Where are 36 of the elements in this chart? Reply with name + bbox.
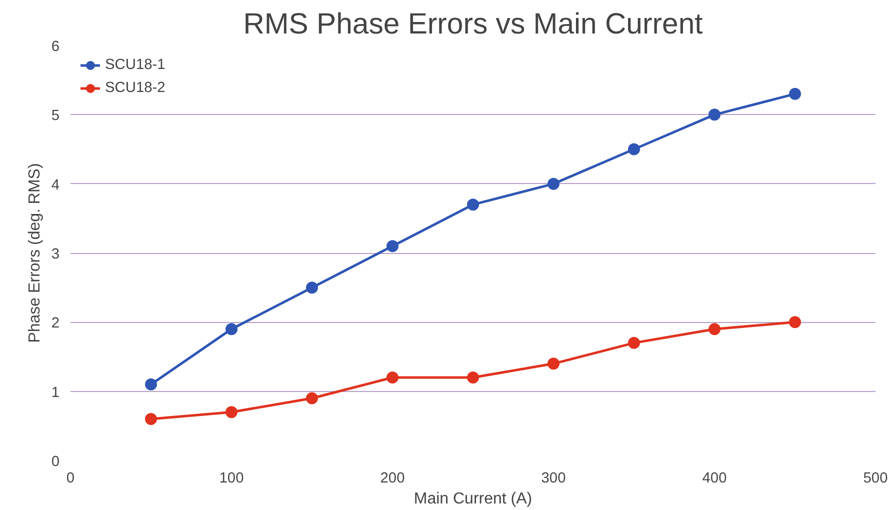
x-tick-label: 400 [702,470,727,486]
point [226,323,238,336]
x-axis-title: Main Current (A) [414,490,532,508]
y-tick-label: 0 [51,454,60,470]
y-tick-label: 3 [51,246,60,262]
point [548,178,560,190]
y-tick-label: 1 [51,384,60,401]
point [708,323,720,336]
legend-label: SCU18-1 [105,57,166,73]
point [789,88,801,100]
point [708,108,720,121]
point [467,198,479,211]
x-tick-label: 300 [541,470,566,486]
point [145,413,157,425]
point [628,143,640,156]
point [386,240,398,252]
y-tick-label: 2 [51,316,60,332]
legend-label: SCU18-2 [105,80,166,96]
point [306,282,318,294]
point [467,372,479,384]
y-tick-label: 5 [51,108,60,124]
point [548,358,560,370]
x-tick-label: 100 [219,470,244,486]
y-tick-label: 4 [51,177,60,194]
x-tick-label: 200 [380,470,405,486]
point [306,392,318,404]
y-axis-title: Phase Errors (deg. RMS) [26,163,44,343]
y-tick-label: 6 [51,39,60,55]
x-tick-label: 500 [863,470,888,486]
point [145,378,157,390]
x-tick-label: 0 [66,470,75,486]
point [789,316,801,328]
chart-title: RMS Phase Errors vs Main Current [243,8,703,40]
point [628,336,640,349]
point [386,372,398,384]
point [226,406,238,418]
